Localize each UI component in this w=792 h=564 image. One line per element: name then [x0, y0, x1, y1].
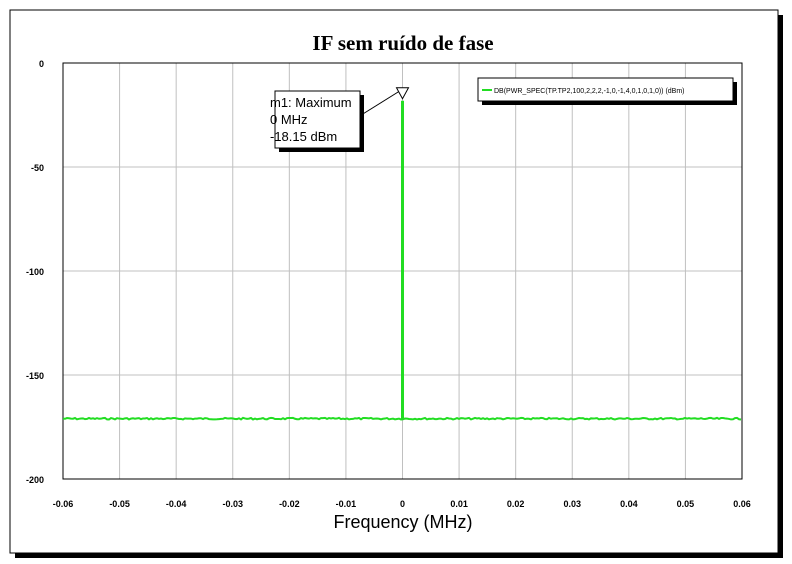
- series-group: [62, 100, 742, 421]
- x-tick-label: 0.04: [620, 499, 638, 509]
- y-tick-label: -50: [31, 163, 44, 173]
- marker-box: [274, 90, 361, 149]
- plot-area: [62, 62, 743, 480]
- y-axis: 0 -50 -100 -150 -200: [26, 59, 44, 485]
- marker-label-value: -18.15 dBm: [270, 129, 337, 144]
- x-tick-label: 0.06: [733, 499, 751, 509]
- x-tick-label: -0.01: [336, 499, 357, 509]
- marker-label-name: m1: Maximum: [270, 95, 352, 110]
- legend: DB(PWR_SPEC(TP.TP2,100,2,2,2,-1,0,-1,4,0…: [477, 77, 737, 105]
- x-tick-label: 0.01: [450, 499, 468, 509]
- x-tick-label: -0.06: [53, 499, 74, 509]
- x-tick-label: -0.03: [222, 499, 243, 509]
- x-tick-label: 0.05: [677, 499, 695, 509]
- marker-triangle-icon: [395, 87, 410, 100]
- series-line: [62, 416, 742, 421]
- x-tick-label: -0.02: [279, 499, 300, 509]
- x-tick-label: -0.05: [109, 499, 130, 509]
- x-tick-label: 0.03: [563, 499, 581, 509]
- y-tick-label: 0: [39, 59, 44, 69]
- chart-title: IF sem ruído de fase: [312, 31, 493, 55]
- y-tick-label: -200: [26, 475, 44, 485]
- legend-entry: DB(PWR_SPEC(TP.TP2,100,2,2,2,-1,0,-1,4,0…: [494, 88, 685, 95]
- y-tick-label: -150: [26, 371, 44, 381]
- x-tick-label: -0.04: [166, 499, 187, 509]
- x-axis: -0.06 -0.05 -0.04 -0.03 -0.02 -0.01 0 0.01 0.02 0…: [53, 499, 751, 509]
- x-tick-label: 0: [400, 499, 405, 509]
- marker-leader-line: [357, 91, 399, 118]
- marker-m1[interactable]: m1: Maximum 0 MHz -18.15 dBm: [270, 87, 410, 152]
- x-tick-label: 0.02: [507, 499, 525, 509]
- y-tick-label: -100: [26, 267, 44, 277]
- x-axis-label: Frequency (MHz): [333, 512, 472, 532]
- marker-label-freq: 0 MHz: [270, 112, 308, 127]
- legend-box: [477, 77, 734, 102]
